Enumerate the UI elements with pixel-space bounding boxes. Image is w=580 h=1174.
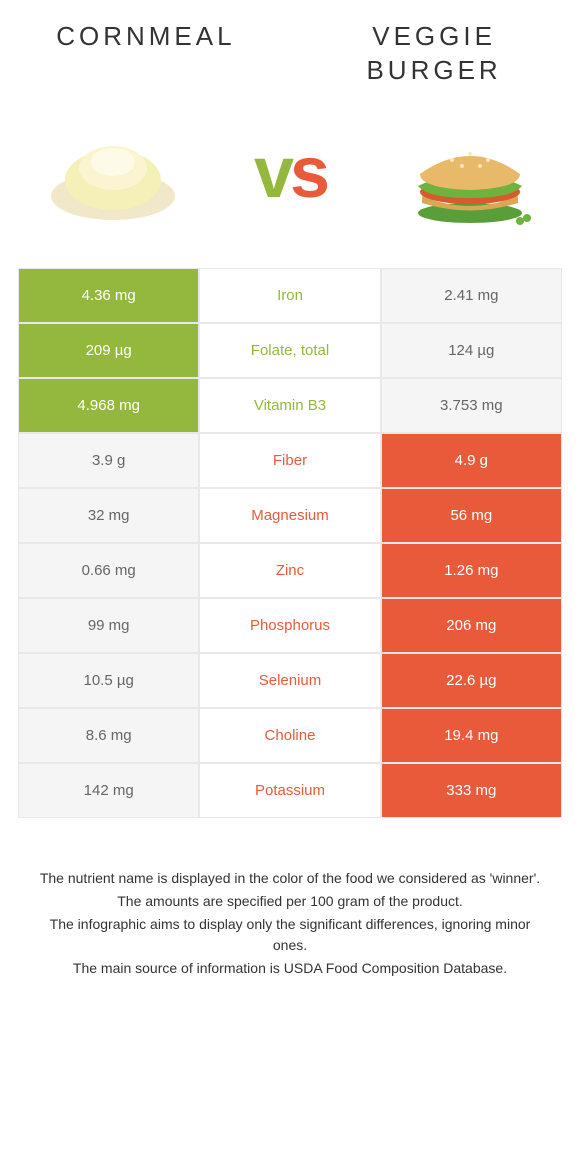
left-value: 32 mg [18, 488, 199, 543]
left-value: 4.36 mg [18, 268, 199, 323]
nutrient-name: Vitamin B3 [199, 378, 380, 433]
right-value: 206 mg [381, 598, 562, 653]
nutrient-name: Phosphorus [199, 598, 380, 653]
nutrient-name: Folate, total [199, 323, 380, 378]
right-value: 333 mg [381, 763, 562, 818]
nutrient-name: Choline [199, 708, 380, 763]
nutrient-row: 4.968 mgVitamin B33.753 mg [18, 378, 562, 433]
infographic-container: CORNMEAL VEGGIE BURGER vs [0, 0, 580, 1001]
titles-row: CORNMEAL VEGGIE BURGER [18, 20, 562, 88]
nutrient-row: 99 mgPhosphorus206 mg [18, 598, 562, 653]
food-left-title: CORNMEAL [28, 20, 264, 54]
left-value: 99 mg [18, 598, 199, 653]
nutrient-row: 32 mgMagnesium56 mg [18, 488, 562, 543]
right-value: 1.26 mg [381, 543, 562, 598]
nutrient-row: 0.66 mgZinc1.26 mg [18, 543, 562, 598]
nutrient-row: 142 mgPotassium333 mg [18, 763, 562, 818]
images-row: vs [18, 118, 562, 228]
note-line: The nutrient name is displayed in the co… [38, 868, 542, 889]
nutrient-row: 8.6 mgCholine19.4 mg [18, 708, 562, 763]
nutrient-name: Magnesium [199, 488, 380, 543]
left-value: 10.5 µg [18, 653, 199, 708]
nutrient-row: 209 µgFolate, total124 µg [18, 323, 562, 378]
vs-label: vs [254, 132, 326, 214]
veggie-burger-image [392, 118, 542, 228]
note-line: The amounts are specified per 100 gram o… [38, 891, 542, 912]
cornmeal-image [38, 118, 188, 228]
right-value: 22.6 µg [381, 653, 562, 708]
left-value: 142 mg [18, 763, 199, 818]
right-value: 124 µg [381, 323, 562, 378]
note-line: The main source of information is USDA F… [38, 958, 542, 979]
left-value: 3.9 g [18, 433, 199, 488]
right-value: 2.41 mg [381, 268, 562, 323]
right-value: 4.9 g [381, 433, 562, 488]
nutrient-row: 4.36 mgIron2.41 mg [18, 268, 562, 323]
nutrient-name: Selenium [199, 653, 380, 708]
right-value: 56 mg [381, 488, 562, 543]
note-line: The infographic aims to display only the… [38, 914, 542, 956]
nutrient-name: Potassium [199, 763, 380, 818]
left-value: 209 µg [18, 323, 199, 378]
right-value: 19.4 mg [381, 708, 562, 763]
footer-notes: The nutrient name is displayed in the co… [18, 868, 562, 979]
right-value: 3.753 mg [381, 378, 562, 433]
nutrient-name: Fiber [199, 433, 380, 488]
nutrient-table: 4.36 mgIron2.41 mg209 µgFolate, total124… [18, 268, 562, 818]
left-value: 4.968 mg [18, 378, 199, 433]
food-right-title: VEGGIE BURGER [316, 20, 552, 88]
nutrient-row: 10.5 µgSelenium22.6 µg [18, 653, 562, 708]
nutrient-name: Iron [199, 268, 380, 323]
left-value: 8.6 mg [18, 708, 199, 763]
left-value: 0.66 mg [18, 543, 199, 598]
nutrient-row: 3.9 gFiber4.9 g [18, 433, 562, 488]
nutrient-name: Zinc [199, 543, 380, 598]
